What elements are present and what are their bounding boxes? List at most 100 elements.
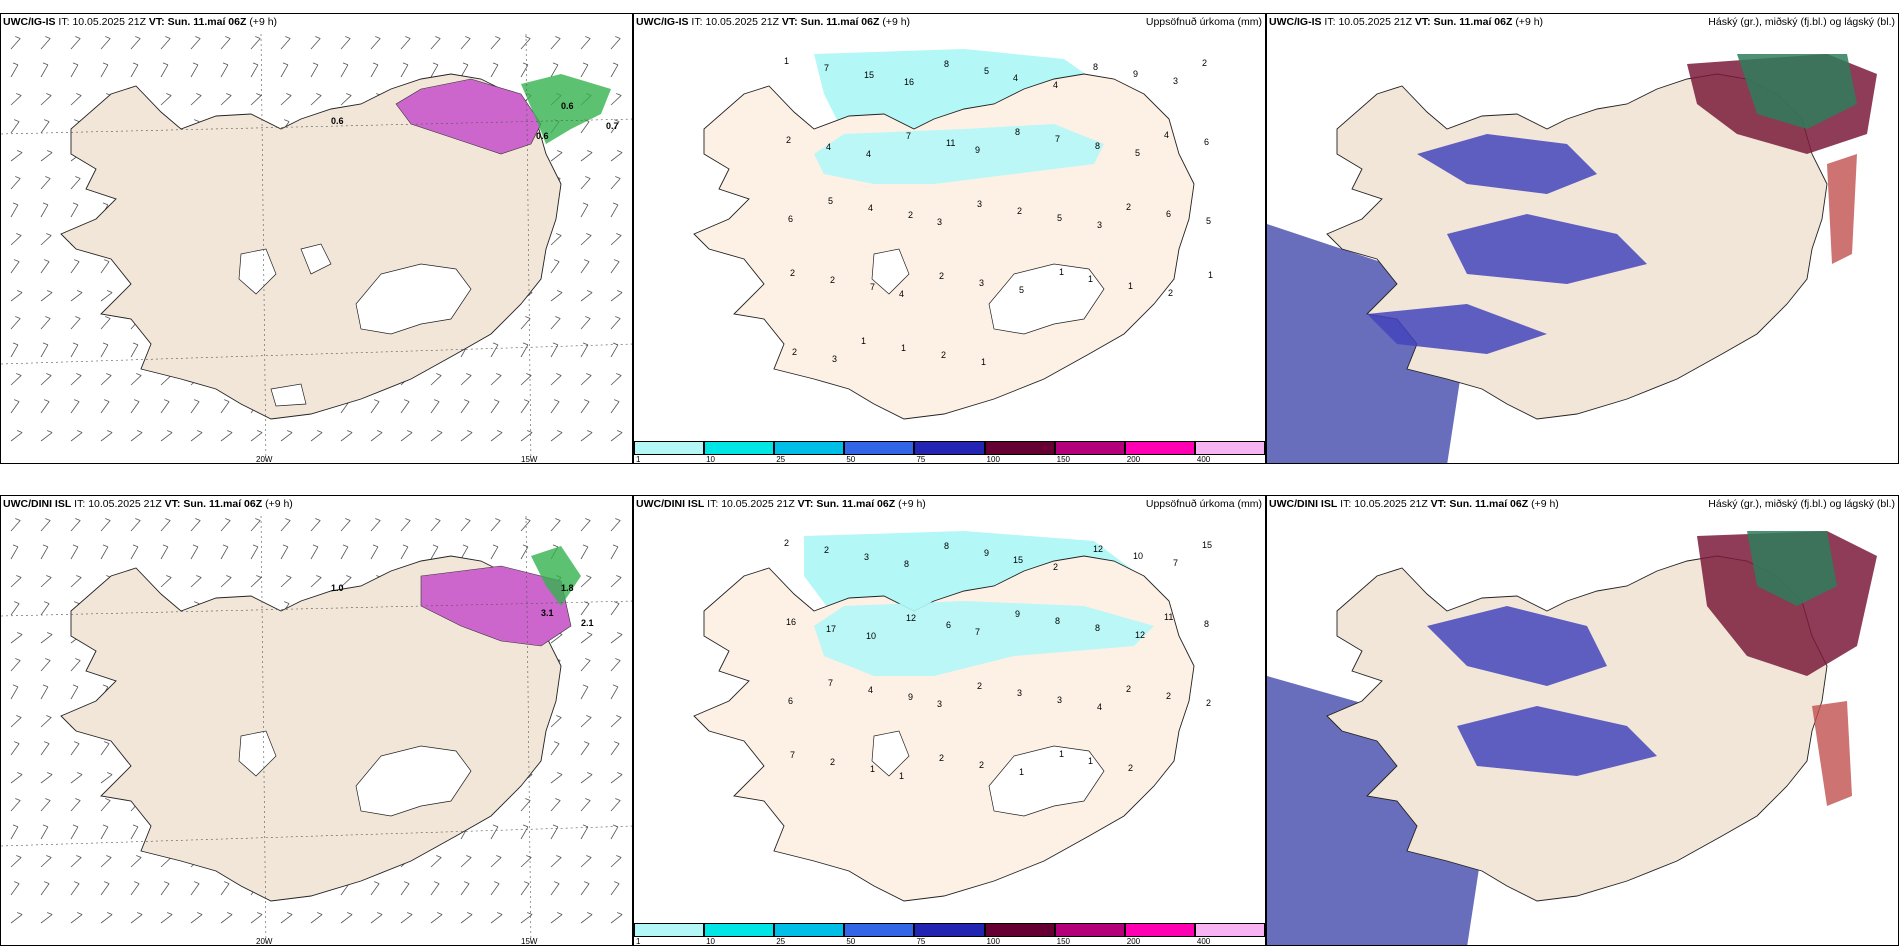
wind-barb-flag — [45, 798, 51, 801]
wind-barb-flag — [586, 233, 592, 236]
wind-barb-flag — [405, 518, 411, 521]
wind-barb — [10, 204, 19, 218]
wind-barb — [610, 717, 622, 728]
wind-barb — [10, 152, 23, 162]
precip-values: 2238891521210715161710126798812118674932… — [784, 538, 1212, 781]
wind-barb-flag — [15, 36, 21, 39]
wind-barb-flag — [586, 430, 593, 433]
high-green-ne — [1747, 531, 1837, 606]
precip-value-label: 3 — [1057, 695, 1062, 705]
precip-value-label: 11 — [1164, 612, 1173, 622]
high-green-ne — [1737, 54, 1857, 129]
wind-barb — [520, 857, 532, 868]
wind-barb-flag — [405, 36, 411, 39]
wind-barb — [460, 375, 472, 386]
wind-barb — [490, 546, 499, 560]
glacier-langjokull — [238, 730, 277, 777]
wind-barb-flag — [285, 518, 291, 521]
wind-barb-flag — [46, 772, 53, 775]
wind-barb — [550, 774, 563, 784]
wind-barb-flag — [612, 202, 619, 206]
wind-barb — [40, 686, 49, 700]
wind-barb — [10, 121, 20, 134]
wind-barb-flag — [76, 430, 83, 433]
wind-barb — [190, 883, 200, 896]
wind-barb-flag — [222, 544, 229, 548]
wind-barb-flag — [16, 575, 22, 578]
wind-barb — [10, 800, 21, 812]
wind-barb-flag — [193, 881, 200, 884]
wind-barb-flag — [286, 575, 292, 578]
wind-barb-flag — [15, 658, 21, 661]
wind-barb — [70, 857, 82, 868]
wind-barb — [70, 686, 79, 700]
wind-barb-flag — [612, 684, 619, 688]
wind-barb — [490, 914, 503, 924]
wind-barb-flag — [556, 150, 563, 153]
wind-barb-flag — [46, 632, 53, 635]
wind-barb-flag — [136, 373, 142, 376]
wind-barb-flag — [436, 430, 443, 433]
wind-barb-flag — [432, 544, 439, 548]
precip-value-label: 7 — [828, 678, 833, 688]
wind-barb — [220, 914, 233, 924]
wind-barb — [280, 38, 291, 50]
wind-barb-flag — [583, 601, 590, 604]
wind-barb — [610, 38, 621, 50]
wind-barb-flag — [13, 119, 20, 122]
wind-barb — [10, 95, 22, 106]
wind-barb — [160, 64, 169, 78]
wind-barb-flag — [616, 150, 623, 153]
wind-barb — [100, 318, 111, 330]
precip-value-label: 10 — [1133, 551, 1143, 561]
wind-barb-flag — [102, 202, 109, 206]
wind-barb — [610, 292, 623, 302]
wind-barb — [100, 883, 110, 896]
wind-barb-flag — [103, 741, 110, 744]
wind-barb — [190, 95, 202, 106]
wind-barb-flag — [166, 912, 173, 915]
low-cloud-sw — [1267, 224, 1467, 463]
wind-barb-flag — [585, 316, 591, 319]
wind-barb — [550, 634, 563, 644]
precip-value-label: 6 — [946, 620, 951, 630]
wind-barb — [520, 546, 529, 560]
wind-barb — [160, 546, 169, 560]
wind-barb — [430, 375, 442, 386]
wind-barb-flag — [312, 62, 319, 66]
wind-barb-flag — [46, 912, 53, 915]
wind-barb-flag — [106, 290, 113, 293]
wind-barb — [610, 546, 619, 560]
wind-barb-flag — [556, 233, 562, 236]
precip-value-label: 2 — [977, 681, 982, 691]
snow-area-north — [420, 565, 572, 647]
wind-barb — [520, 883, 530, 896]
precip-value-label: 12 — [1135, 630, 1145, 640]
panel-title: UWC/DINI ISL IT: 10.05.2025 21Z VT: Sun.… — [3, 498, 293, 510]
wind-barb — [370, 401, 380, 414]
wind-barb — [580, 204, 589, 218]
wind-barb — [430, 432, 443, 442]
precip-value-label: 2 — [1017, 206, 1022, 216]
wind-barb — [550, 717, 562, 728]
wind-barb — [70, 520, 81, 532]
wind-barb-flag — [436, 912, 443, 915]
panel-bottom-left-wind-map: UWC/DINI ISL IT: 10.05.2025 21Z VT: Sun.… — [0, 495, 633, 946]
wind-barb-flag — [43, 119, 50, 122]
colorbar-swatch — [914, 441, 985, 455]
wind-barb — [40, 826, 49, 840]
precip-value-label: 5 — [1206, 216, 1211, 226]
wind-barb-flag — [286, 430, 293, 433]
precip-value-label: 4 — [1013, 73, 1018, 83]
snow-value-label: 1.0 — [331, 583, 344, 593]
wind-barb-flag — [285, 36, 291, 39]
wind-barb — [550, 292, 563, 302]
wind-barb-flag — [106, 912, 113, 915]
wind-barb — [100, 432, 113, 442]
wind-barb-flag — [193, 399, 200, 402]
panel-bottom-middle-precip-map: UWC/DINI ISL IT: 10.05.2025 21Z VT: Sun.… — [633, 495, 1266, 946]
wind-barb — [160, 577, 172, 588]
precip-value-label: 1 — [861, 336, 866, 346]
wind-barb — [580, 178, 591, 190]
wind-barb — [430, 520, 441, 532]
